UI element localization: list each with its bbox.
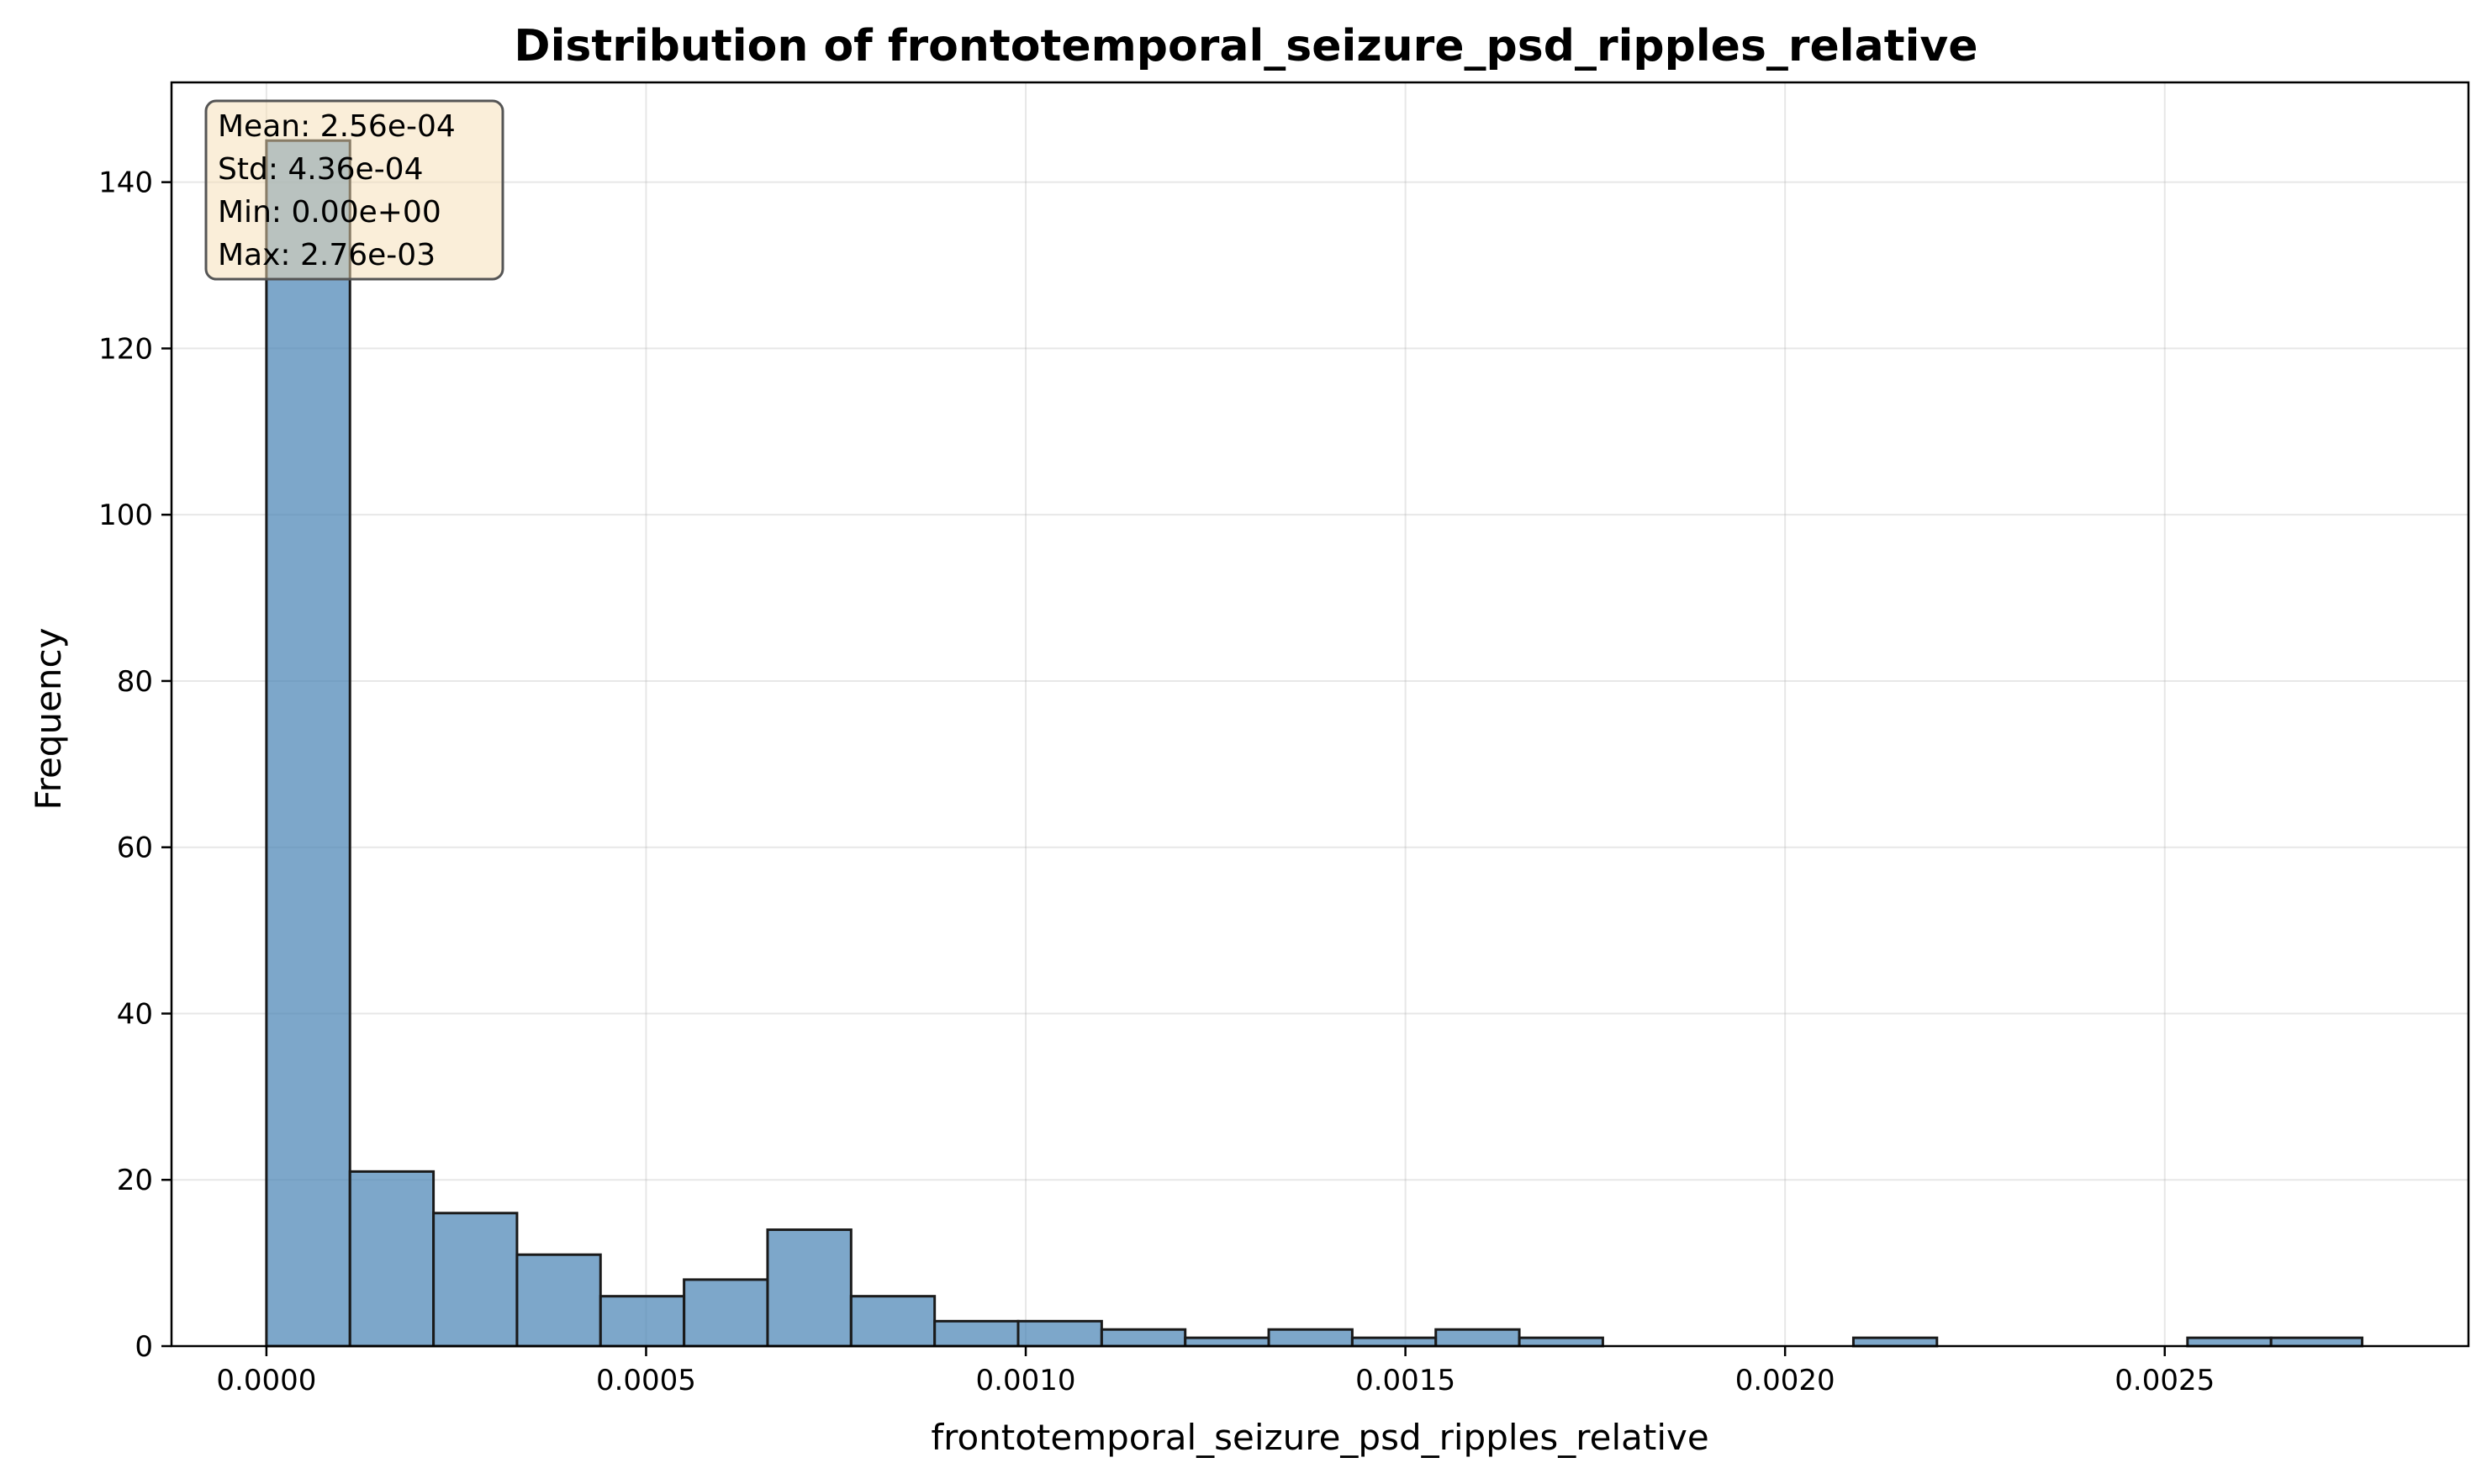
- x-tick-label-0: 0.0000: [216, 1364, 316, 1397]
- histogram-bar-7: [849, 1295, 937, 1348]
- histogram-bar-23: [2186, 1336, 2273, 1348]
- histogram-bar-19: [1851, 1336, 1939, 1348]
- stats-line-2: Min: 0.00e+00: [218, 195, 441, 230]
- y-tick-label-2: 40: [117, 997, 153, 1031]
- histogram-bar-3: [515, 1253, 602, 1348]
- histogram-bar-5: [683, 1278, 769, 1348]
- y-tick-label-0: 0: [135, 1330, 153, 1364]
- y-tick-label-4: 80: [117, 665, 153, 699]
- bars-layer: [265, 139, 2364, 1348]
- stats-box-background: [204, 99, 504, 281]
- histogram-bar-1: [348, 1170, 436, 1348]
- histogram-bar-14: [1434, 1328, 1521, 1348]
- y-tick-label-5: 100: [98, 499, 153, 532]
- histogram-bar-13: [1350, 1336, 1438, 1348]
- stats-line-1: Std: 4.36e-04: [218, 152, 424, 187]
- histogram-bar-0: [265, 139, 351, 1348]
- histogram-bar-2: [432, 1212, 519, 1348]
- y-tick-label-1: 20: [117, 1164, 153, 1197]
- stats-box: Mean: 2.56e-04 Std: 4.36e-04 Min: 0.00e+00…: [204, 99, 504, 281]
- histogram-bar-24: [2269, 1336, 2364, 1348]
- histogram-bar-15: [1518, 1336, 1604, 1348]
- grid-layer: [172, 82, 2468, 1347]
- plot-frame: [170, 81, 2470, 1348]
- histogram-bar-9: [1016, 1319, 1103, 1348]
- chart-title: Distribution of frontotemporal_seizure_p…: [514, 21, 1977, 71]
- x-tick-label-4: 0.0020: [1735, 1364, 1835, 1397]
- x-tick-label-1: 0.0005: [596, 1364, 696, 1397]
- histogram-bar-10: [1100, 1328, 1187, 1348]
- y-tick-label-7: 140: [98, 166, 153, 200]
- x-tick-label-2: 0.0010: [976, 1364, 1076, 1397]
- histogram-bar-11: [1184, 1336, 1270, 1348]
- histogram-bar-6: [766, 1228, 853, 1348]
- x-tick-label-3: 0.0015: [1355, 1364, 1455, 1397]
- stats-line-3: Max: 2.76e-03: [218, 238, 436, 272]
- histogram-bar-12: [1267, 1328, 1354, 1348]
- histogram-bar-4: [599, 1295, 686, 1348]
- stats-line-0: Mean: 2.56e-04: [218, 109, 456, 144]
- axes-layer: [170, 81, 2470, 1348]
- histogram-bar-8: [933, 1319, 1020, 1348]
- y-tick-label-3: 60: [117, 832, 153, 865]
- y-axis-label: Frequency: [28, 628, 69, 811]
- ticks-layer: 0.0000 0.0005 0.0010 0.0015 0.0020 0.0025 0 20 4…: [98, 166, 2215, 1397]
- y-tick-label-6: 120: [98, 332, 153, 366]
- x-tick-label-5: 0.0025: [2115, 1364, 2215, 1397]
- x-axis-label: frontotemporal_seizure_psd_ripples_relat…: [931, 1417, 1708, 1458]
